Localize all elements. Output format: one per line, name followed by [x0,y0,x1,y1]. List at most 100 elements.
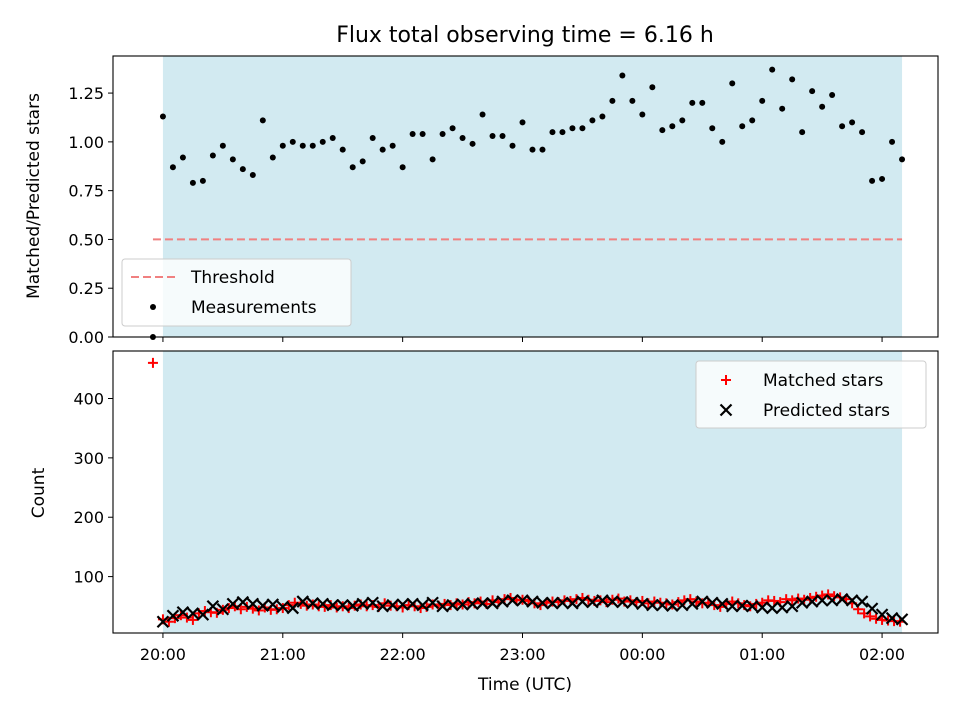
bottom-xtick-label: 02:00 [859,645,905,664]
predicted-star-point [476,597,489,610]
measurement-point [339,146,346,153]
predicted-star-point [176,605,190,619]
cross-b [586,595,599,609]
predicted-star-point [506,594,519,607]
predicted-star-point [256,599,270,612]
predicted-star-point [805,595,819,608]
measurement-point [799,129,806,136]
measurement-point [599,113,606,120]
top-ytick-label: 0.00 [68,328,104,347]
measurement-point [399,164,406,171]
x-axis-label: Time (UTC) [477,675,572,695]
measurement-point [829,92,836,99]
measurement-point [389,142,396,149]
predicted-star-point [855,595,869,608]
predicted-star-point [156,615,170,628]
cross-b [735,599,749,612]
predicted-star-point [775,601,789,614]
top-ytick-label: 1.00 [68,133,104,152]
predicted-star-point [466,597,479,611]
predicted-star-point [336,598,349,612]
measurement-point [499,133,506,140]
measurement-point [709,125,716,132]
bottom-xtick-label: 21:00 [260,645,306,664]
predicted-star-point [216,602,230,616]
measurement-point [659,127,666,134]
cross-b [536,596,549,609]
bottom-ylabel: Count [29,467,49,518]
cross-b [785,600,799,613]
cross-b [576,595,589,608]
predicted-star-point [396,598,409,611]
predicted-star-point [705,596,719,609]
cross-b [446,598,459,612]
predicted-star-point [845,594,859,607]
predicted-star-point [646,598,659,612]
measurement-point [839,123,846,130]
cross-b [466,597,479,611]
measurement-point [169,164,176,171]
cross-b [556,596,569,609]
cross-b [186,607,200,620]
legend-measurements-label: Measurements [191,298,317,318]
cross-b [596,594,609,607]
legend-threshold-label: Threshold [190,268,275,288]
cross-b [196,608,210,621]
cross-b [566,597,579,610]
matched-star-point [691,596,702,607]
measurement-point [619,72,626,79]
cross-b [476,597,489,610]
measurement-point [219,142,226,149]
measurement-point [589,117,596,124]
top-ytick-label: 0.25 [68,279,104,298]
measurement-point [229,156,236,163]
predicted-star-point [346,599,359,612]
predicted-star-point [785,600,799,613]
legend-predicted-label: Predicted stars [763,401,890,421]
cross-b [306,597,320,610]
cross-b [366,596,379,609]
measurement-point [469,140,476,147]
measurement-point [349,164,356,171]
predicted-star-point [486,597,499,610]
predicted-star-point [366,596,379,609]
cross-b [755,601,769,614]
measurement-point [669,123,676,130]
cross-b [496,595,509,608]
measurement-point [559,129,566,136]
measurement-point [889,138,896,145]
cross-b [206,600,220,613]
predicted-star-point [616,595,629,609]
measurement-point [319,138,326,145]
predicted-star-point [206,600,220,613]
cross-b [316,597,330,611]
cross-b [646,598,659,612]
cross-b [426,596,439,609]
top-ylabel: Matched/Predicted stars [24,93,44,299]
measurement-point [789,76,796,83]
cross-b [875,608,889,621]
measurement-point [429,156,436,163]
predicted-star-point [426,596,439,609]
measurement-point [309,142,316,149]
predicted-star-point [656,598,669,612]
cross-b [216,602,230,616]
cross-b [156,615,170,628]
cross-b [506,594,519,607]
legend-box [695,360,927,429]
measurement-point [259,117,266,124]
measurement-point [289,138,296,145]
measurement-point [179,154,186,161]
top-ytick-label: 1.25 [68,84,104,103]
measurement-point [869,177,876,184]
measurement-point [209,152,216,159]
bottom-legend: Matched stars Predicted stars [695,360,927,429]
cross-b [166,609,180,623]
cross-b [356,597,369,611]
matched-star-point [147,357,158,368]
measurement-point [449,125,456,132]
predicted-star-point [719,403,733,417]
measurement-point [199,177,206,184]
cross-b [226,597,240,611]
measurement-point [819,103,826,110]
